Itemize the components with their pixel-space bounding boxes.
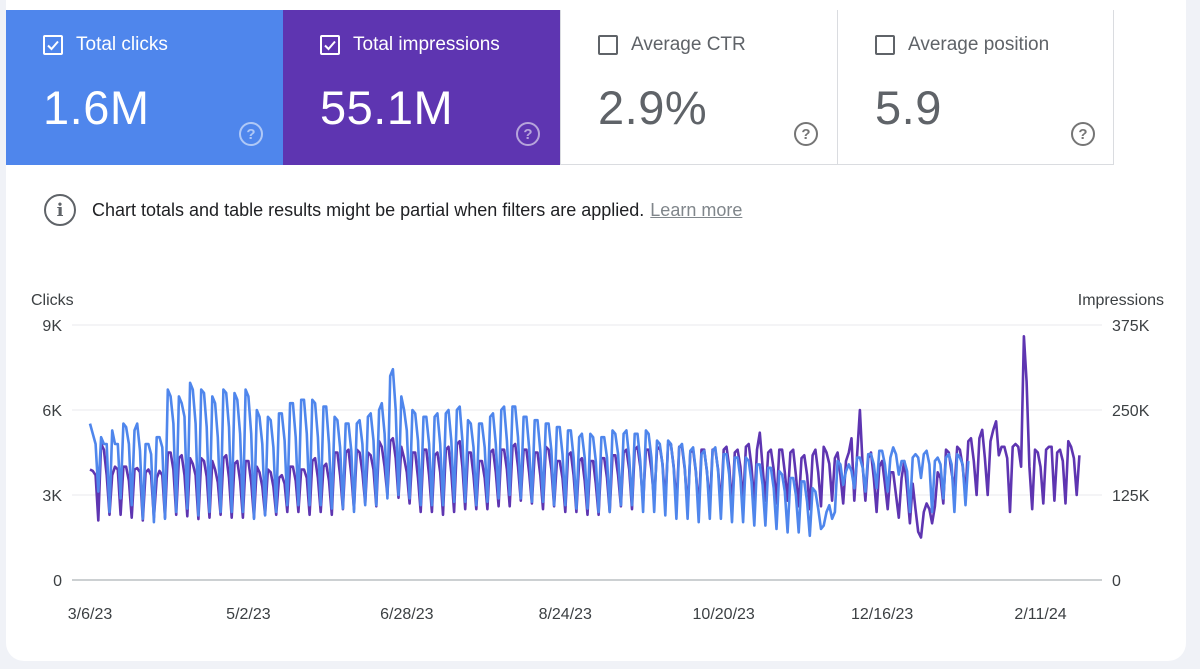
- card-label: Total impressions: [353, 34, 500, 56]
- checkbox-checked-icon[interactable]: [320, 35, 340, 55]
- metric-cards: Total clicks 1.6M ? Total impressions 55…: [6, 10, 1115, 165]
- x-tick-label: 2/11/24: [1014, 606, 1066, 623]
- checkbox-unchecked-icon[interactable]: [598, 35, 618, 55]
- left-y-tick-label: 6K: [42, 403, 62, 420]
- info-icon: i: [44, 194, 76, 226]
- x-tick-label: 10/20/23: [693, 606, 755, 623]
- left-y-tick-label: 9K: [42, 318, 62, 335]
- notice-text: Chart totals and table results might be …: [92, 200, 644, 221]
- partial-results-notice: i Chart totals and table results might b…: [44, 194, 742, 226]
- left-y-tick-label: 3K: [42, 488, 62, 505]
- total-impressions-card[interactable]: Total impressions 55.1M ?: [283, 10, 560, 165]
- help-icon[interactable]: ?: [1071, 122, 1095, 146]
- help-icon[interactable]: ?: [516, 122, 540, 146]
- x-tick-label: 5/2/23: [226, 606, 271, 623]
- checkbox-unchecked-icon[interactable]: [875, 35, 895, 55]
- x-tick-label: 8/24/23: [539, 606, 592, 623]
- right-y-tick-label: 250K: [1112, 403, 1150, 420]
- x-tick-label: 3/6/23: [68, 606, 113, 623]
- left-y-tick-label: 0: [53, 573, 62, 590]
- right-y-tick-label: 125K: [1112, 488, 1150, 505]
- x-tick-label: 6/28/23: [380, 606, 433, 623]
- right-y-tick-label: 375K: [1112, 318, 1150, 335]
- card-label: Total clicks: [76, 34, 168, 56]
- help-icon[interactable]: ?: [239, 122, 263, 146]
- help-icon[interactable]: ?: [794, 122, 818, 146]
- total-clicks-card[interactable]: Total clicks 1.6M ?: [6, 10, 283, 165]
- right-axis-title: Impressions: [1078, 292, 1164, 309]
- x-tick-label: 12/16/23: [851, 606, 913, 623]
- average-position-card[interactable]: Average position 5.9 ?: [837, 10, 1114, 165]
- card-value: 5.9: [875, 80, 942, 135]
- card-value: 55.1M: [320, 80, 453, 135]
- average-ctr-card[interactable]: Average CTR 2.9% ?: [560, 10, 837, 165]
- learn-more-link[interactable]: Learn more: [650, 200, 742, 221]
- right-y-tick-label: 0: [1112, 573, 1121, 590]
- performance-chart: Clicks Impressions 0 0 3K 125K 6K 250K 9K 375K 3…: [0, 280, 1200, 630]
- checkbox-checked-icon[interactable]: [43, 35, 63, 55]
- card-value: 1.6M: [43, 80, 150, 135]
- card-label: Average CTR: [631, 34, 746, 56]
- card-label: Average position: [908, 34, 1049, 56]
- card-value: 2.9%: [598, 80, 707, 135]
- left-axis-title: Clicks: [31, 292, 74, 309]
